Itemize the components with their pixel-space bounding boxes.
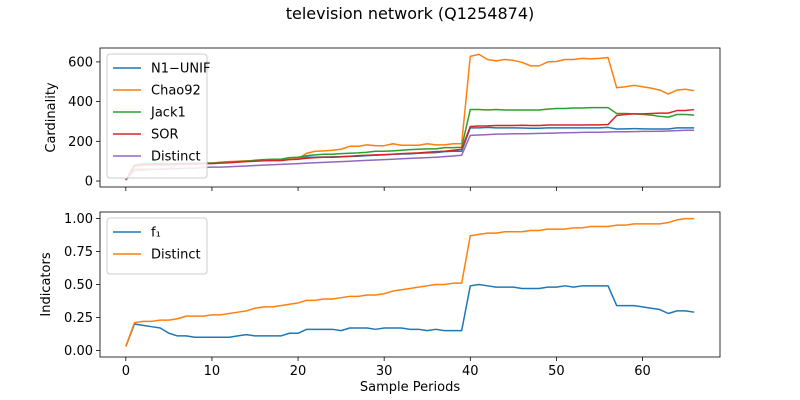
x-tick-label: 10 (204, 364, 221, 379)
y-axis-label: Cardinality (44, 82, 59, 153)
legend-label-distinct: Distinct (151, 150, 201, 165)
y-axis-label: Indicators (39, 252, 54, 316)
y-tick-label: 0.00 (64, 344, 93, 359)
y-tick-label: 0.75 (64, 245, 93, 260)
series-line-sor (125, 108, 695, 181)
legend-label-sor: SOR (151, 128, 179, 143)
legend-box (106, 53, 208, 179)
y-tick-label: 0.50 (64, 278, 93, 293)
y-tick-label: 400 (68, 95, 93, 110)
series-line-f (125, 283, 695, 347)
legend-label-distinct: Distinct (151, 248, 201, 263)
legend-label-jack1: Jack1 (150, 106, 186, 121)
x-tick-label: 0 (122, 364, 130, 379)
axes-frame (99, 47, 721, 188)
x-tick-label: 20 (290, 364, 307, 379)
y-tick-label: 0 (85, 175, 93, 190)
indicators-plot: 0 10 20 30 40 50 60 0.00 0.25 0.50 0.75 1.00 Indicat… (39, 211, 721, 395)
y-tick-label: 600 (68, 55, 93, 70)
chart-title: television network (Q1254874) (286, 4, 535, 23)
cardinality-plot: 0 200 400 600 Cardinality N1−UNIF Chao92 Jack1 S… (44, 47, 721, 191)
legend: f₁ Distinct (106, 217, 208, 275)
x-tick-label: 50 (548, 364, 565, 379)
legend-label-f: f₁ (151, 226, 161, 241)
x-axis-label: Sample Periods (360, 380, 460, 395)
x-tick-label: 40 (462, 364, 479, 379)
series-line-distinct (125, 129, 695, 181)
legend-label-n1-unif: N1−UNIF (151, 62, 210, 77)
legend-label-chao92: Chao92 (151, 84, 201, 99)
x-tick-label: 60 (634, 364, 651, 379)
y-tick-label: 1.00 (64, 212, 93, 227)
y-tick-label: 0.25 (64, 311, 93, 326)
x-tick-label: 30 (376, 364, 393, 379)
series-line-distinct (125, 217, 695, 347)
y-tick-label: 200 (68, 135, 93, 150)
legend: N1−UNIF Chao92 Jack1 SOR Distinct (106, 53, 210, 179)
